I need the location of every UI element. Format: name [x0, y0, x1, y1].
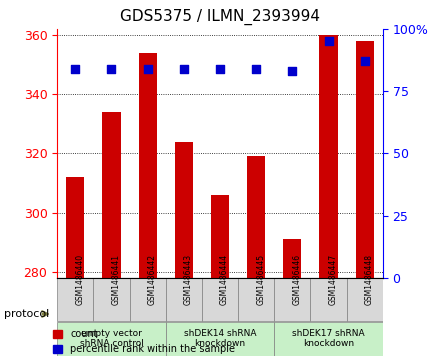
Point: [289, 69, 296, 74]
FancyBboxPatch shape: [347, 278, 383, 321]
Point: [253, 66, 260, 72]
Bar: [283, 240, 301, 278]
Bar: [139, 53, 157, 278]
FancyBboxPatch shape: [93, 278, 129, 321]
Point: [72, 66, 79, 72]
Bar: [175, 142, 193, 278]
Text: GSM1486441: GSM1486441: [111, 254, 121, 305]
FancyBboxPatch shape: [238, 278, 274, 321]
Text: GSM1486445: GSM1486445: [256, 254, 265, 305]
FancyBboxPatch shape: [202, 278, 238, 321]
FancyBboxPatch shape: [274, 278, 311, 321]
Text: GSM1486448: GSM1486448: [365, 254, 374, 305]
FancyBboxPatch shape: [57, 278, 93, 321]
FancyBboxPatch shape: [311, 278, 347, 321]
Bar: [319, 35, 337, 278]
Point: [361, 58, 368, 64]
Text: protocol: protocol: [4, 309, 50, 319]
FancyBboxPatch shape: [166, 322, 274, 356]
FancyBboxPatch shape: [129, 278, 166, 321]
Text: GSM1486442: GSM1486442: [148, 254, 157, 305]
Bar: [66, 177, 84, 278]
FancyBboxPatch shape: [274, 322, 383, 356]
Point: [325, 38, 332, 44]
Point: [144, 66, 151, 72]
Bar: [356, 41, 374, 278]
Text: GSM1486444: GSM1486444: [220, 254, 229, 305]
Text: GSM1486443: GSM1486443: [184, 254, 193, 305]
Bar: [103, 112, 121, 278]
Legend: count, percentile rank within the sample: count, percentile rank within the sample: [49, 326, 239, 358]
Point: [180, 66, 187, 72]
FancyBboxPatch shape: [57, 322, 166, 356]
Text: shDEK17 shRNA
knockdown: shDEK17 shRNA knockdown: [292, 329, 365, 348]
Point: [216, 66, 224, 72]
Text: GSM1486446: GSM1486446: [292, 254, 301, 305]
Text: shDEK14 shRNA
knockdown: shDEK14 shRNA knockdown: [184, 329, 256, 348]
Bar: [247, 156, 265, 278]
Text: empty vector
shRNA control: empty vector shRNA control: [80, 329, 143, 348]
Point: [108, 66, 115, 72]
Text: GSM1486447: GSM1486447: [329, 254, 337, 305]
Text: GSM1486440: GSM1486440: [75, 254, 84, 305]
Bar: [211, 195, 229, 278]
Title: GDS5375 / ILMN_2393994: GDS5375 / ILMN_2393994: [120, 9, 320, 25]
FancyBboxPatch shape: [166, 278, 202, 321]
